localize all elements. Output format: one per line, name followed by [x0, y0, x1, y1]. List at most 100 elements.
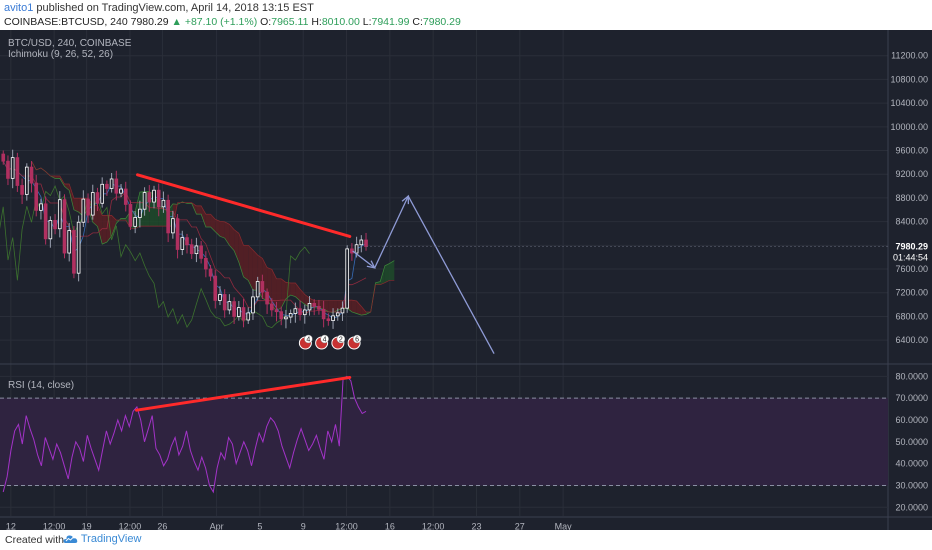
rsi-band: [0, 397, 888, 486]
candle-body: [166, 199, 170, 234]
kumo-segment: [384, 263, 390, 283]
candle-body: [67, 230, 72, 254]
legend-ichimoku[interactable]: Ichimoku (9, 26, 52, 26): [8, 49, 114, 60]
chart-canvas[interactable]: 12 12:00 19 12:00 26 Apr 5 9 12:00 16 12:00 23 27 May…: [0, 30, 932, 530]
x-tick-label: 23: [471, 521, 481, 530]
x-tick-label: May: [555, 521, 573, 530]
candle-body: [293, 308, 298, 314]
x-tick-label: 12:00: [119, 521, 142, 530]
candle-body: [119, 188, 123, 194]
candle-body: [114, 178, 119, 194]
kumo-segment: [106, 215, 112, 243]
candle-body: [260, 281, 265, 293]
rsi-tick-label: 20.0000: [895, 502, 928, 512]
high-value: 8010.00: [321, 16, 360, 28]
candle-body: [34, 182, 39, 211]
x-tick-label: Apr: [210, 521, 224, 530]
kumo-segment: [351, 300, 357, 314]
drawings[interactable]: [134, 173, 495, 412]
kumo-segment: [102, 215, 107, 245]
kumo-segment: [73, 198, 79, 213]
kumo-segment: [271, 269, 277, 311]
kumo-segment: [215, 219, 220, 237]
created-with-text: Created with: [5, 534, 64, 546]
candle-body: [133, 217, 137, 227]
kumo-segment: [64, 184, 70, 191]
kumo-segment: [201, 205, 206, 227]
price-trendline: [136, 173, 352, 238]
chart-area[interactable]: 12 12:00 19 12:00 26 Apr 5 9 12:00 16 12:00 23 27 May…: [0, 30, 932, 530]
candle-body: [246, 312, 251, 321]
candle-body: [43, 203, 48, 240]
event-badge-count: 2: [339, 337, 343, 344]
ichimoku-base-line: [2, 161, 367, 315]
kumo-segment: [205, 214, 211, 227]
low-value: 7941.99: [371, 16, 410, 28]
open-label: O:: [260, 16, 272, 28]
rsi-band-fill: [0, 398, 888, 486]
candle-body: [345, 248, 349, 309]
kumo-segment: [111, 215, 117, 237]
candle-body: [62, 199, 67, 254]
rsi-tick-label: 50.0000: [895, 437, 928, 447]
candle-body: [109, 178, 114, 189]
legend-rsi[interactable]: RSI (14, close): [8, 380, 75, 391]
candle-body: [307, 303, 312, 311]
candle-body: [86, 198, 90, 216]
last-price: 7980.29: [130, 16, 169, 28]
candle-body: [175, 218, 180, 250]
kumo-segment: [276, 278, 282, 311]
projection-arrowhead: [401, 194, 410, 205]
rsi-line: [2, 375, 367, 494]
kumo-segment: [328, 300, 334, 313]
x-tick-label: 19: [82, 521, 92, 530]
price-change: ▲ +87.10 (+1.1%): [171, 16, 258, 28]
candle-body: [284, 316, 288, 320]
x-tick-label: 27: [515, 521, 525, 530]
x-tick-label: 12:00: [422, 521, 445, 530]
candle-body: [340, 307, 345, 314]
candle-body: [269, 303, 274, 311]
candle-body: [142, 192, 147, 210]
kumo-segment: [238, 233, 244, 277]
brand-name: TradingView: [80, 533, 142, 545]
kumo-segment: [248, 245, 253, 291]
event-badge-count: 4: [323, 337, 327, 344]
close-value: 7980.29: [422, 16, 461, 28]
event-badges[interactable]: 4 4 2 6: [298, 334, 362, 350]
tradingview-logo[interactable]: TradingView: [62, 533, 141, 545]
projection-arrowhead: [366, 260, 376, 269]
legend-symbol[interactable]: BTC/USD, 240, COINBASE: [8, 38, 132, 49]
candle-body: [218, 294, 222, 301]
ichimoku-cloud: [31, 161, 395, 316]
candle-body: [95, 192, 100, 204]
price-tick-label: 10400.00: [890, 98, 928, 108]
price-tick-label: 7600.00: [895, 264, 928, 274]
kumo-segment: [389, 260, 395, 281]
candle-body: [29, 166, 34, 184]
rsi-tick-label: 30.0000: [895, 480, 928, 490]
candle-body: [227, 301, 232, 311]
kumo-segment: [361, 306, 367, 316]
candle-body: [288, 313, 293, 318]
event-badge-count-bg: [320, 334, 329, 344]
author-link[interactable]: avito1: [4, 2, 34, 14]
price-tick-label: 8400.00: [895, 217, 928, 227]
event-badge-count-bg: [304, 334, 313, 344]
kumo-segment: [97, 205, 103, 245]
x-tick-label: 12:00: [335, 521, 358, 530]
candle-body: [354, 244, 359, 254]
candle-body: [335, 312, 340, 317]
candle-body: [156, 189, 161, 208]
x-tick-label: 5: [257, 521, 262, 530]
candle-body: [189, 244, 194, 255]
candle-body: [76, 221, 81, 274]
candle-body: [251, 296, 255, 314]
candle-body: [90, 192, 95, 216]
quote-line: COINBASE:BTCUSD, 240 7980.29 ▲ +87.10 (+…: [4, 16, 461, 28]
candle-body: [10, 157, 15, 179]
projection-segment: [374, 195, 409, 269]
kumo-segment: [210, 214, 216, 232]
candle-body: [317, 305, 321, 310]
candle-body: [161, 199, 166, 208]
